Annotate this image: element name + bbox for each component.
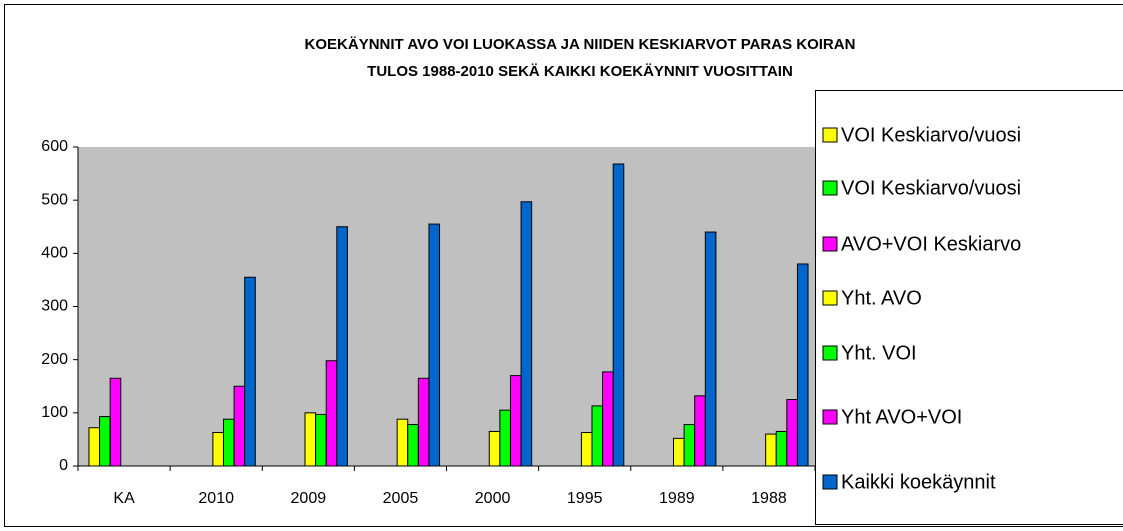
legend-label: AVO+VOI Keskiarvo [841, 233, 1021, 255]
bar [88, 427, 101, 467]
bar [499, 409, 511, 467]
bar [212, 432, 224, 467]
x-tick-label: 2009 [291, 490, 327, 507]
legend-swatch [822, 180, 838, 196]
bar [315, 413, 327, 467]
legend-swatch [822, 236, 838, 252]
legend-label: Yht AVO+VOI [841, 406, 962, 428]
bar [407, 424, 419, 467]
legend-label: Yht. AVO [841, 287, 922, 309]
bar [396, 418, 409, 467]
bar [602, 371, 614, 467]
plot-area [78, 147, 815, 466]
bar [765, 433, 777, 467]
legend-swatch [822, 345, 838, 361]
chart-title: TULOS 1988-2010 SEKÄ KAIKKI KOEKÄYNNIT V… [367, 63, 793, 80]
legend-swatch [822, 474, 838, 490]
bar [304, 412, 317, 467]
bar [612, 163, 625, 467]
bar [694, 395, 706, 467]
bar [683, 424, 696, 467]
bar [336, 226, 348, 467]
legend-swatch [822, 290, 838, 306]
bar [775, 430, 788, 467]
y-tick-label: 300 [41, 298, 68, 315]
bar [99, 416, 111, 467]
x-tick-label: 1989 [659, 490, 695, 507]
x-tick-label: 2010 [198, 490, 234, 507]
bar [509, 375, 522, 467]
legend-label: Yht. VOI [841, 342, 917, 364]
x-tick-label: KA [113, 490, 135, 507]
y-tick-label: 600 [41, 138, 68, 155]
bar [325, 360, 338, 467]
x-tick-label: 1995 [567, 490, 603, 507]
y-tick-label: 200 [41, 351, 68, 368]
y-tick-label: 100 [41, 404, 68, 421]
bar [673, 437, 685, 467]
bar [580, 432, 593, 467]
bar [109, 377, 122, 467]
bar [591, 405, 604, 467]
chart-title: KOEKÄYNNIT AVO VOI LUOKASSA JA NIIDEN KE… [305, 36, 856, 53]
legend-label: VOI Keskiarvo/vuosi [841, 124, 1021, 146]
bar [488, 430, 501, 467]
bar [222, 418, 235, 467]
bar [417, 377, 430, 467]
bar [233, 385, 246, 467]
bar [704, 231, 717, 467]
bar [428, 223, 441, 467]
legend-swatch [822, 409, 838, 425]
y-tick-label: 0 [59, 457, 68, 474]
y-tick-label: 500 [41, 191, 68, 208]
x-tick-label: 2005 [383, 490, 419, 507]
x-tick-label: 1988 [751, 490, 787, 507]
legend-swatch [822, 127, 838, 143]
legend-label: Kaikki koekäynnit [841, 471, 996, 493]
y-tick-label: 400 [41, 245, 68, 262]
bar [244, 276, 256, 467]
x-tick-label: 2000 [475, 490, 511, 507]
bar [786, 399, 798, 467]
legend-label: VOI Keskiarvo/vuosi [841, 177, 1021, 199]
bar [796, 263, 809, 467]
legend-box [815, 90, 1123, 525]
bar [520, 201, 533, 467]
